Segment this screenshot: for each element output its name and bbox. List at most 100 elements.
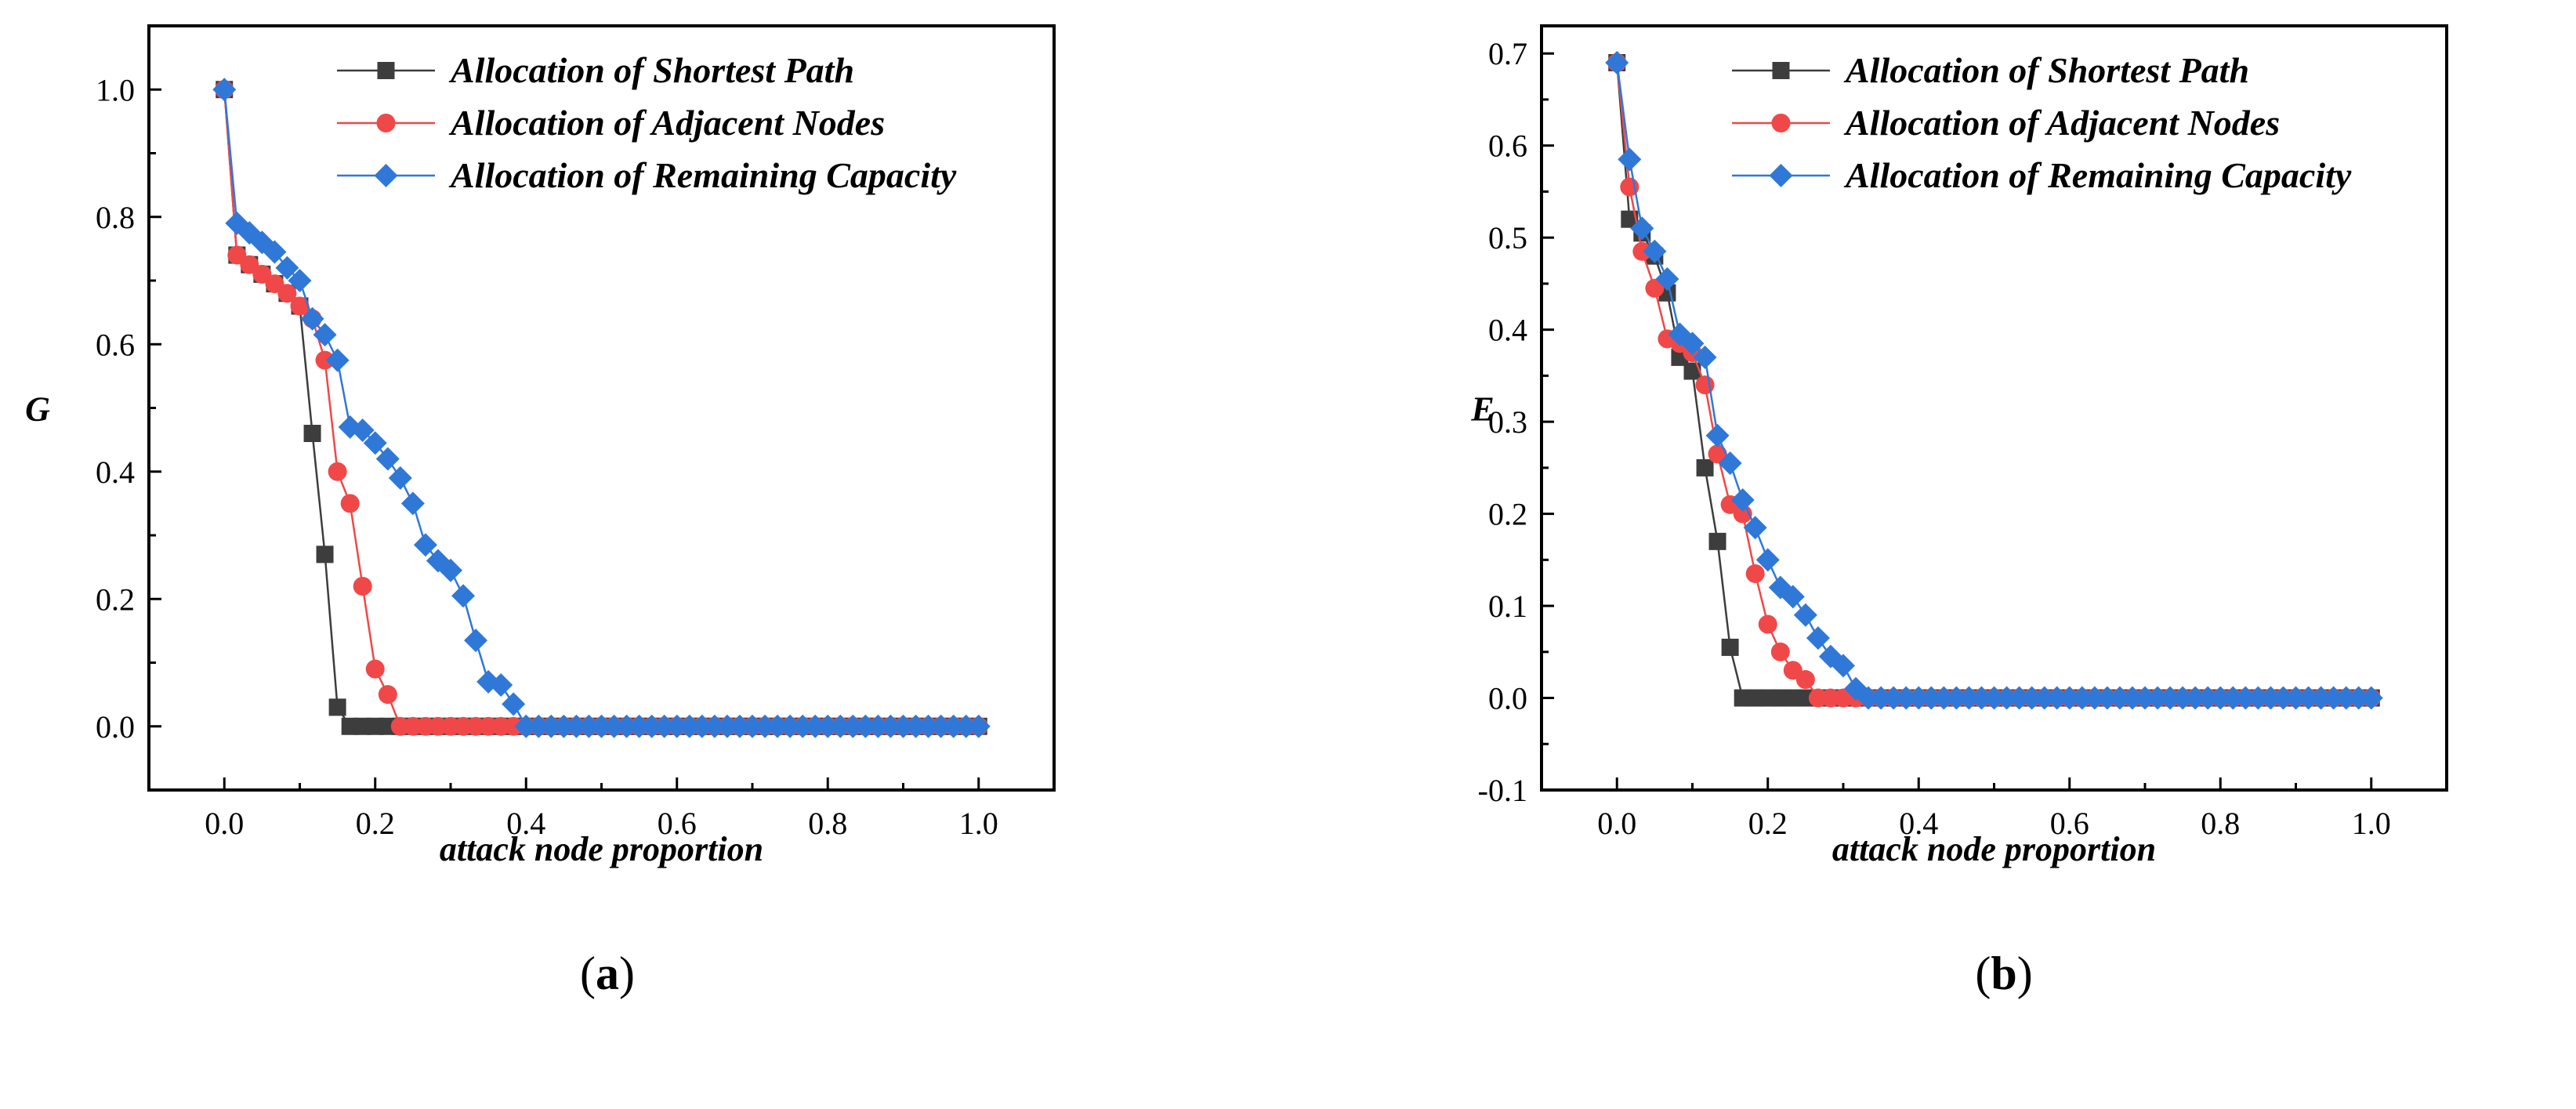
data-point-b-2 xyxy=(1806,626,1830,651)
data-point-a-2 xyxy=(879,714,903,738)
data-point-b-2 xyxy=(2045,686,2069,710)
data-point-b-0 xyxy=(1683,362,1701,380)
x-axis-title-a: attack node proportion xyxy=(440,830,763,868)
data-point-a-2 xyxy=(665,714,689,738)
data-point-b-2 xyxy=(1944,686,1969,710)
data-point-b-1 xyxy=(1758,614,1777,634)
data-point-b-2 xyxy=(1793,603,1817,627)
data-point-a-2 xyxy=(325,348,350,372)
data-point-b-2 xyxy=(1957,686,1981,710)
data-point-b-2 xyxy=(1705,423,1730,448)
data-point-b-2 xyxy=(2183,686,2208,710)
caption-b: (b) xyxy=(1975,948,2032,999)
data-point-b-1 xyxy=(1695,375,1715,395)
data-point-a-2 xyxy=(502,692,526,716)
data-point-a-1 xyxy=(290,296,310,316)
data-point-b-2 xyxy=(1882,686,1906,710)
data-point-a-2 xyxy=(527,714,551,738)
data-point-a-2 xyxy=(275,256,299,280)
data-point-a-2 xyxy=(552,714,576,738)
data-point-a-2 xyxy=(413,533,437,557)
legend-marker-b-0 xyxy=(1772,62,1790,79)
data-point-a-2 xyxy=(313,323,337,347)
data-point-b-2 xyxy=(2171,686,2195,710)
data-point-b-2 xyxy=(1693,345,1717,369)
data-point-a-0 xyxy=(316,545,334,564)
data-point-a-2 xyxy=(614,714,639,738)
data-point-b-2 xyxy=(2208,686,2233,710)
data-point-b-2 xyxy=(1655,267,1679,292)
legend-label-a-0: Allocation of Shortest Path xyxy=(448,50,854,90)
data-point-a-2 xyxy=(212,78,237,102)
data-point-b-2 xyxy=(1831,654,1855,678)
data-point-a-2 xyxy=(753,714,777,738)
panel-b: 0.0 0.2 0.4 0.6 0.8 1.0 -0.1 0.0 0.1 0.2 0.3 0.4 0.5… xyxy=(1470,24,2448,868)
x-tick-label-a: 1.0 xyxy=(959,806,998,841)
y-tick-label-b: 0.7 xyxy=(1488,36,1527,71)
data-point-b-2 xyxy=(1857,686,1881,710)
y-tick-label-b: 0.5 xyxy=(1488,220,1527,256)
data-point-a-2 xyxy=(702,714,726,738)
caption-a-open: ( xyxy=(580,948,596,999)
data-point-a-2 xyxy=(841,714,865,738)
data-point-b-2 xyxy=(1994,686,2019,710)
data-point-a-2 xyxy=(439,558,462,582)
data-point-b-2 xyxy=(2095,686,2119,710)
data-point-b-2 xyxy=(2133,686,2157,710)
legend-label-a-2: Allocation of Remaining Capacity xyxy=(448,155,957,195)
caption-a: (a) xyxy=(580,948,635,999)
data-point-a-1 xyxy=(365,659,385,679)
data-point-a-2 xyxy=(363,431,387,455)
y-tick-label-b: -0.1 xyxy=(1478,773,1527,808)
data-point-b-0 xyxy=(1696,458,1714,477)
x-tick-label-a: 0.8 xyxy=(808,806,847,841)
data-point-a-2 xyxy=(816,714,840,738)
caption-b-close: ) xyxy=(2017,948,2033,999)
legend-marker-a-1 xyxy=(376,114,396,132)
data-point-a-2 xyxy=(803,714,828,738)
data-point-a-2 xyxy=(652,714,676,738)
data-point-a-2 xyxy=(263,240,287,264)
y-tick-label-b: 0.4 xyxy=(1488,313,1527,348)
data-point-a-1 xyxy=(328,462,347,481)
data-point-b-2 xyxy=(2309,686,2333,710)
data-point-a-2 xyxy=(929,714,953,738)
data-point-b-2 xyxy=(2020,686,2044,710)
x-tick-label-a: 0.0 xyxy=(205,806,244,841)
data-point-b-2 xyxy=(2284,686,2308,710)
data-point-a-2 xyxy=(589,714,614,738)
y-tick-label-b: 0.2 xyxy=(1488,497,1527,532)
data-point-b-1 xyxy=(1795,670,1815,690)
caption-b-open: ( xyxy=(1975,948,1991,999)
data-point-b-2 xyxy=(1907,686,1931,710)
data-point-b-2 xyxy=(1919,686,1944,710)
y-tick-label-b: 0.6 xyxy=(1488,129,1527,164)
data-point-b-2 xyxy=(2221,686,2245,710)
x-tick-label-b: 1.0 xyxy=(2352,806,2391,841)
data-point-b-2 xyxy=(1982,686,2006,710)
caption-a-letter: a xyxy=(596,948,619,999)
data-point-a-2 xyxy=(828,714,853,738)
data-point-b-2 xyxy=(1894,686,1918,710)
x-tick-label-a: 0.4 xyxy=(506,806,545,841)
x-tick-label-a: 0.2 xyxy=(356,806,395,841)
data-point-b-2 xyxy=(2007,686,2031,710)
data-point-b-0 xyxy=(1708,532,1726,550)
data-point-a-2 xyxy=(866,714,890,738)
data-point-a-2 xyxy=(577,714,601,738)
x-tick-label-b: 0.4 xyxy=(1899,806,1938,841)
data-point-a-2 xyxy=(388,466,412,490)
legend-marker-b-1 xyxy=(1771,114,1791,132)
data-point-a-0 xyxy=(328,698,346,716)
data-point-b-2 xyxy=(1630,216,1654,241)
data-point-b-2 xyxy=(2296,686,2321,710)
data-point-a-2 xyxy=(677,714,701,738)
data-point-b-2 xyxy=(2271,686,2295,710)
data-point-a-2 xyxy=(791,714,815,738)
y-tick-label-a: 0.6 xyxy=(96,327,135,362)
data-point-b-2 xyxy=(2321,686,2346,710)
legend-label-a-1: Allocation of Adjacent Nodes xyxy=(448,103,885,143)
data-point-a-2 xyxy=(514,714,538,738)
data-point-a-2 xyxy=(715,714,739,738)
legend-label-b-1: Allocation of Adjacent Nodes xyxy=(1843,103,2280,143)
